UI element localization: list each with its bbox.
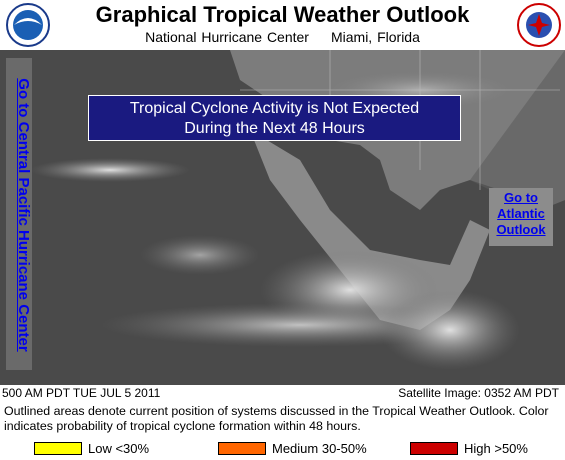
atlantic-panel: Go to Atlantic Outlook [489,188,553,246]
atlantic-link[interactable]: Go to Atlantic Outlook [489,190,553,238]
legend-label: Medium 30-50% [272,441,367,456]
legend-swatch [34,442,82,455]
subtitle: National Hurricane Center Miami, Florida [0,29,565,45]
location: Miami, Florida [330,29,420,45]
link-line[interactable]: Atlantic [497,206,545,221]
noaa-logo[interactable] [6,3,50,47]
banner-line: Tropical Cyclone Activity is Not Expecte… [129,100,420,117]
legend-swatch [218,442,266,455]
legend-label: Low <30% [88,441,150,456]
legend-item: High >50% [410,441,528,456]
issued-time: 500 AM PDT TUE JUL 5 2011 [2,386,161,400]
activity-banner: Tropical Cyclone Activity is Not Expecte… [88,95,461,141]
center: National Hurricane Center [145,29,309,45]
legend-swatch [410,442,458,455]
legend-item: Medium 30-50% [218,441,367,456]
banner-line: During the Next 48 Hours [184,120,365,137]
link-line[interactable]: Go to [504,190,538,205]
central-pacific-panel: Go to Central Pacific Hurricane Center [6,58,32,370]
caption: Outlined areas denote current position o… [4,404,549,433]
status-bar: 500 AM PDT TUE JUL 5 2011 Satellite Image… [0,384,565,402]
satellite-time: Satellite Image: 0352 AM PDT [398,386,559,400]
legend-label: High >50% [464,441,528,456]
satellite-map [0,50,565,385]
legend-item: Low <30% [34,441,149,456]
central-pacific-link[interactable]: Go to Central Pacific Hurricane Center [15,78,32,352]
link-line[interactable]: Outlook [496,222,546,237]
title: Graphical Tropical Weather Outlook [95,2,470,27]
nws-logo[interactable] [517,3,561,47]
